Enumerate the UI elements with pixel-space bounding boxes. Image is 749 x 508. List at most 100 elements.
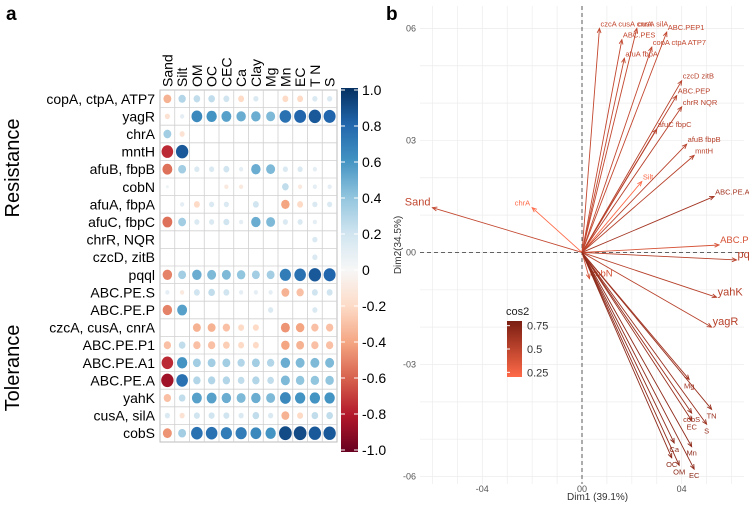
- y-tick-label: 06: [406, 23, 416, 33]
- vector-arrowhead: [618, 38, 624, 45]
- vector-arrowhead: [675, 460, 680, 467]
- legend-tick-label: 0.5: [527, 344, 542, 356]
- variable-vector: [581, 28, 638, 253]
- correlation-cell: [282, 183, 289, 191]
- column-label: T N: [307, 65, 323, 87]
- correlation-cell: [325, 341, 334, 350]
- vector-arrowhead: [662, 31, 668, 38]
- correlation-cell: [162, 163, 173, 175]
- correlation-cell: [236, 111, 246, 122]
- vector-label: czcD zitB: [683, 72, 714, 81]
- correlation-cell: [206, 110, 217, 123]
- correlation-cell: [162, 216, 173, 228]
- vector-label: pqql: [738, 249, 749, 261]
- correlation-cell: [280, 375, 290, 386]
- correlation-cell: [327, 201, 333, 208]
- correlation-cell: [312, 236, 318, 243]
- row-label: ABC.PE.A1: [83, 355, 156, 371]
- correlation-cell: [193, 289, 200, 296]
- vector-arrowhead: [531, 206, 538, 213]
- correlation-cell: [193, 95, 201, 103]
- correlation-cell: [180, 114, 185, 119]
- variable-vector: [581, 244, 720, 253]
- vector-label: ABC.PE.A: [720, 235, 749, 246]
- correlation-cell: [238, 412, 244, 419]
- legend-title: cos2: [506, 306, 529, 318]
- correlation-cell: [252, 341, 259, 349]
- correlation-cell: [311, 341, 319, 350]
- correlation-cell: [191, 426, 203, 440]
- correlation-cell: [221, 269, 231, 280]
- correlation-cell: [176, 374, 188, 387]
- correlation-cell: [161, 145, 174, 158]
- vector-arrowhead: [667, 452, 673, 459]
- correlation-cell: [282, 95, 289, 103]
- correlation-cell: [250, 427, 262, 440]
- correlation-cell: [235, 427, 247, 440]
- correlation-cell: [236, 393, 246, 403]
- vector-arrowhead: [690, 464, 695, 471]
- correlation-cell: [279, 110, 292, 123]
- panel-a-correlation-heatmap: a Resistance Tolerance copA, ctpA, ATP7y…: [2, 4, 386, 458]
- variable-vector: [581, 155, 695, 253]
- correlation-cell: [177, 304, 188, 316]
- vector-label: cobN: [590, 269, 612, 280]
- correlation-cell: [266, 217, 276, 227]
- row-label: afuC, fbpC: [88, 214, 155, 230]
- correlation-cell: [161, 356, 174, 370]
- correlation-cell: [265, 427, 276, 439]
- correlation-cell: [223, 412, 230, 419]
- correlation-cell: [280, 322, 290, 333]
- variable-vector: [581, 252, 675, 444]
- row-label: czcA, cusA, cnrA: [49, 320, 155, 336]
- correlation-cell: [295, 322, 305, 333]
- vector-arrowhead: [633, 27, 639, 34]
- colorbar: [341, 88, 358, 452]
- variable-vector: [581, 39, 623, 253]
- group-label-resistance: Resistance: [2, 119, 24, 218]
- correlation-cell: [309, 392, 321, 404]
- variable-vector: [581, 46, 653, 253]
- variable-vector: [581, 252, 712, 328]
- cos2-legend: cos2 0.75 0.5 0.25: [506, 306, 548, 379]
- correlation-cell: [280, 357, 291, 368]
- y-tick-label: -06: [403, 472, 416, 482]
- correlation-cell: [282, 219, 288, 225]
- correlation-cell: [178, 341, 186, 349]
- correlation-cell: [251, 164, 261, 175]
- correlation-cell: [208, 95, 215, 103]
- correlation-cell: [209, 201, 215, 208]
- vector-arrowhead: [687, 441, 693, 448]
- variable-vector: [581, 252, 680, 466]
- vector-arrowhead: [652, 128, 658, 135]
- colorbar-tick-label: 0.6: [362, 154, 382, 170]
- correlation-cell: [323, 109, 336, 123]
- vector-arrowhead: [702, 419, 708, 426]
- correlation-cell: [327, 95, 333, 102]
- column-label: Clay: [248, 59, 264, 87]
- vector-arrowhead: [648, 45, 653, 53]
- column-label: Silt: [174, 67, 190, 87]
- vector-label: TN: [707, 411, 717, 420]
- variable-vector: [581, 252, 737, 261]
- correlation-cell: [178, 217, 187, 227]
- correlation-cell: [295, 375, 305, 386]
- correlation-cell: [325, 357, 335, 368]
- colorbar-tick-label: -0.2: [362, 298, 386, 314]
- vector-label: ABC.PE.A1: [715, 187, 749, 196]
- correlation-cell: [223, 341, 230, 349]
- legend-colorbar: [507, 321, 522, 377]
- correlation-cell: [251, 358, 260, 368]
- correlation-cell: [253, 95, 259, 102]
- variable-vector: [531, 207, 583, 253]
- correlation-cell: [252, 376, 260, 385]
- correlation-cell: [179, 131, 185, 137]
- vector-arrowhead: [596, 27, 602, 34]
- correlation-cell: [178, 94, 186, 103]
- correlation-cell: [311, 411, 319, 420]
- correlation-cell: [296, 288, 304, 297]
- vector-arrowhead: [689, 154, 696, 161]
- correlation-cell: [266, 111, 276, 122]
